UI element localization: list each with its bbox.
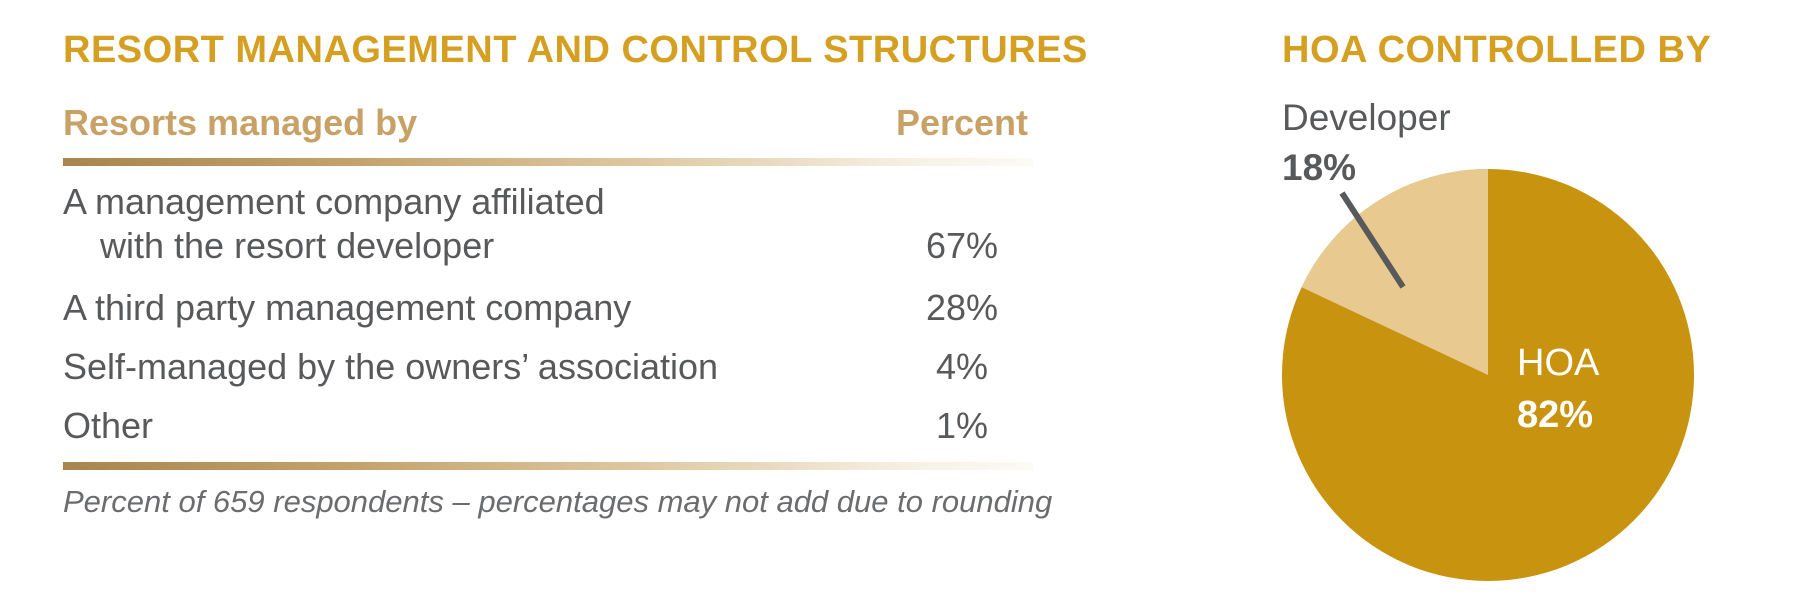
gradient-divider-top (63, 158, 1033, 166)
gradient-divider-bottom (63, 462, 1033, 470)
column-header-resorts-managed-by: Resorts managed by (63, 102, 418, 143)
row-label-line: Other (63, 405, 154, 446)
row-value: 1% (935, 405, 989, 446)
table-row: A management company affiliated with the… (63, 180, 1053, 268)
row-label-line: A third party management company (63, 287, 632, 328)
resort-management-table: RESORT MANAGEMENT AND CONTROL STRUCTURES… (63, 0, 1087, 608)
row-label-line: with the resort developer (100, 225, 495, 266)
row-value: 28% (925, 287, 999, 328)
table-row: Self-managed by the owners’ association … (63, 345, 1053, 389)
hoa-slice-label: HOA (1517, 342, 1600, 384)
row-value: 67% (925, 225, 999, 266)
pie-title: HOA CONTROLLED BY (1282, 29, 1712, 71)
row-value: 4% (935, 346, 989, 387)
table-footnote: Percent of 659 respondents – percentages… (63, 484, 1053, 519)
row-label-line: Self-managed by the owners’ association (63, 346, 719, 387)
pie-chart (1282, 169, 1694, 581)
table-row: Other 1% (63, 404, 1053, 448)
table-row: A third party management company 28% (63, 286, 1053, 330)
callout-leader-line (1339, 191, 1406, 289)
hoa-slice-value: 82% (1517, 394, 1594, 436)
table-title: RESORT MANAGEMENT AND CONTROL STRUCTURES (63, 29, 1088, 71)
developer-slice-value: 18% (1282, 147, 1357, 188)
developer-slice-label: Developer (1282, 97, 1451, 138)
row-label-line: A management company affiliated (63, 181, 605, 222)
column-header-percent: Percent (895, 102, 1029, 143)
